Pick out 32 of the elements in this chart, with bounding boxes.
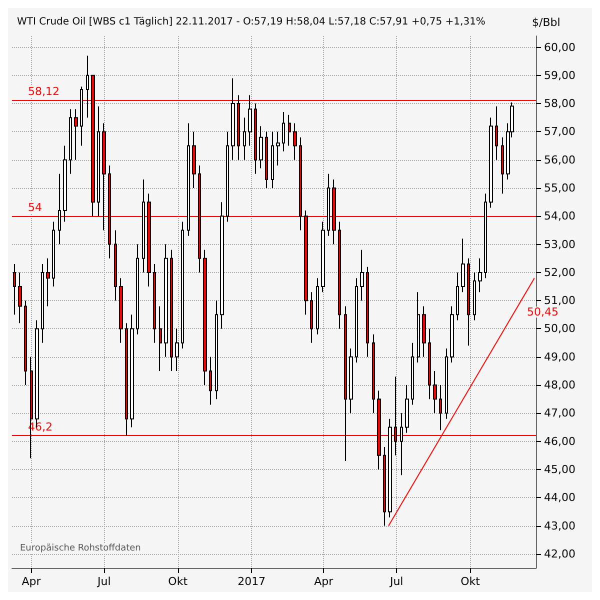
y-tick-label: 60,00	[544, 40, 576, 54]
y-tick-label: 44,00	[544, 491, 576, 504]
x-tick-label: Apr	[314, 575, 334, 588]
ref-line-label: 54	[28, 201, 42, 214]
y-axis-title: $/Bbl	[532, 16, 560, 29]
y-tick-label: 53,00	[544, 238, 576, 251]
annotation: Europäische Rohstoffdaten	[20, 544, 141, 554]
y-tick-label: 51,00	[544, 294, 576, 308]
y-tick-label: 47,00	[544, 406, 576, 420]
x-tick-label: Okt	[168, 575, 188, 588]
y-tick-label: 49,00	[544, 350, 576, 364]
x-tick-label: Apr	[22, 575, 42, 588]
ref-line-label: 58,12	[28, 85, 60, 98]
y-tick-label: 54,00	[544, 210, 576, 223]
y-tick-label: 56,00	[544, 153, 576, 166]
y-tick-label: 43,00	[544, 519, 576, 532]
chart-title: WTI Crude Oil [WBS c1 Täglich] 22.11.2017 - O:57,19 H:58,04 L:57,18 C:57,91 +0,75 +1,31%	[17, 16, 486, 28]
annotation: 50,45	[526, 306, 558, 319]
x-tick-label: 2017	[238, 575, 266, 588]
x-tick-label: Jul	[96, 575, 111, 588]
y-tick-label: 45,00	[544, 462, 576, 476]
y-tick-label: 55,00	[544, 182, 576, 194]
y-tick-label: 50,00	[544, 322, 576, 336]
y-tick-label: 46,00	[544, 434, 576, 448]
y-tick-label: 57,00	[544, 125, 576, 138]
x-tick-label: Jul	[388, 575, 404, 588]
y-tick-label: 59,00	[544, 68, 576, 82]
x-tick-label: Okt	[460, 575, 481, 588]
y-tick-label: 58,00	[544, 97, 576, 110]
y-tick-label: 42,00	[544, 547, 576, 560]
y-tick-label: 48,00	[544, 378, 576, 392]
y-tick-label: 52,00	[544, 266, 576, 279]
